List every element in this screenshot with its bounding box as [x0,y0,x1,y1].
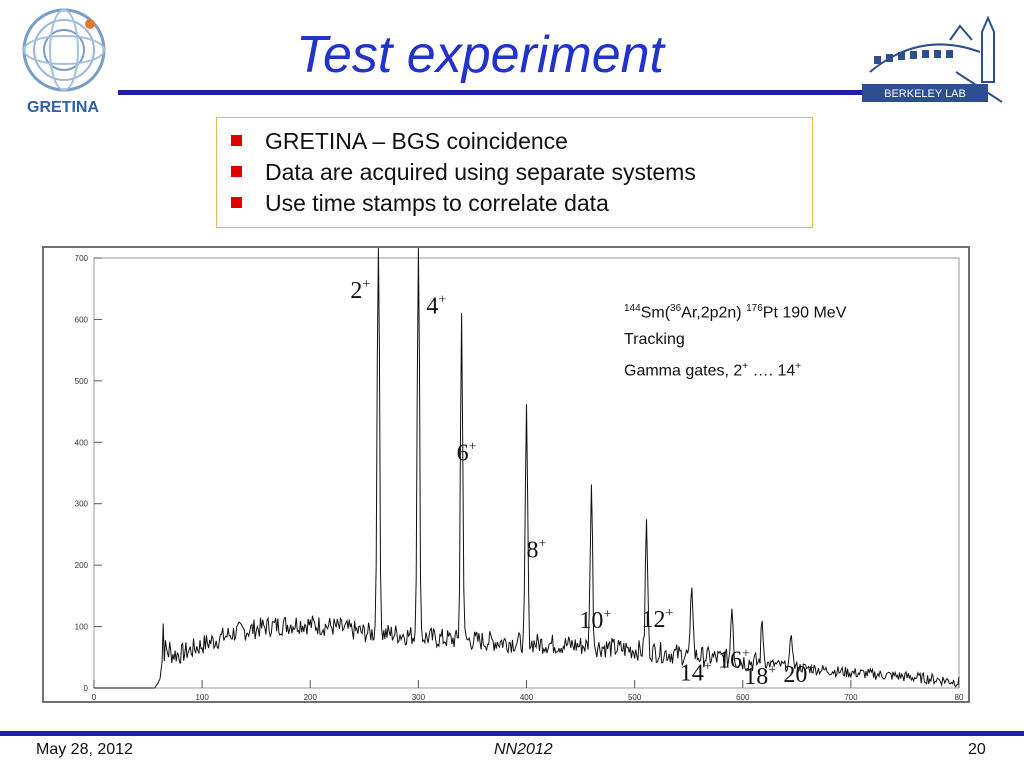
spectrum-line [94,248,960,689]
peak-label-sup: + [768,663,776,678]
peak-label: 4+ [426,292,446,319]
peak-label: 14+ [680,659,712,686]
bullet-text: GRETINA – BGS coincidence [265,128,568,154]
berkeley-lab-logo: BERKELEY LAB [860,12,1010,104]
peak-label-sup: + [539,537,547,552]
peak-label: 2+ [350,277,370,304]
footer-conference: NN2012 [494,741,553,758]
title-divider [118,90,866,95]
y-tick-label: 300 [75,500,89,509]
bullet-marker-icon [231,166,242,177]
spectrum-plot: 0 100 200 300 400 500 600 700 0 100 200 300 400 500 60… [75,248,964,701]
peak-label: 8+ [527,537,547,564]
bullet-marker-icon [231,197,242,208]
bullet-item: Use time stamps to correlate data [231,188,812,219]
peak-label-sup: + [742,647,750,662]
y-tick-label: 500 [75,377,89,386]
y-tick-label: 0 [84,684,89,693]
footer-page-number: 20 [968,741,986,758]
gates-sup: + [795,361,802,373]
y-tick-label: 200 [75,561,89,570]
x-tick-label: 200 [304,693,318,701]
y-tick-label: 600 [75,315,89,324]
peak-label-sup: + [603,607,611,622]
gates-sup: + [742,361,749,373]
y-tick-label: 700 [75,254,89,263]
mass-number-sm: 144 [624,303,641,314]
peak-label: 12+ [642,606,674,633]
reaction-text: Sm( [640,304,671,322]
peak-label: 18+ [744,663,776,690]
peak-label: 6+ [457,439,477,466]
peak-label: 10+ [579,607,611,634]
x-tick-label: 700 [844,693,858,701]
y-tick-label: 400 [75,438,89,447]
x-tick-label: 300 [412,693,426,701]
gates-text: Gamma gates, 2 [624,362,743,380]
x-tick-label: 0 [92,693,97,701]
peak-label-sup: + [666,606,674,621]
reaction-text: Pt 190 MeV [762,304,847,322]
gretina-logo: GRETINA [4,2,122,120]
bullet-text: Data are acquired using separate systems [265,159,696,185]
gretina-logo-text: GRETINA [27,99,99,116]
peak-label-sup: + [704,659,712,674]
peak-label-sup: + [807,661,815,676]
footer-date: May 28, 2012 [36,741,133,758]
x-tick-label: 400 [520,693,534,701]
bullet-marker-icon [231,135,242,146]
peak-label: 20+ [783,661,815,688]
peak-label-sup: + [438,292,446,307]
tracking-line: Tracking [624,331,685,349]
mass-number-pt: 176 [746,303,763,314]
x-tick-label: 500 [628,693,642,701]
x-tick-label: 600 [736,693,750,701]
reaction-line: 144Sm(36Ar,2p2n) 176Pt 190 MeV [624,295,846,326]
x-tick-label: 100 [195,693,209,701]
mass-number-ar: 36 [670,303,682,314]
gates-text: …. 14 [748,362,796,380]
bullet-item: GRETINA – BGS coincidence [231,126,812,157]
reaction-info: 144Sm(36Ar,2p2n) 176Pt 190 MeV Tracking … [624,295,846,385]
peak-label-sup: + [362,277,370,292]
gates-line: Gamma gates, 2+ …. 14+ [624,353,846,384]
x-tick-label: 80 [955,693,964,701]
berkeley-lab-logo-text: BERKELEY LAB [884,88,966,100]
slide-title: Test experiment [295,26,665,84]
peak-label-sup: + [469,439,477,454]
gamma-spectrum-chart: 0 100 200 300 400 500 600 700 0 100 200 300 400 500 60… [42,246,970,703]
reaction-text: Ar,2p2n) [681,304,747,322]
y-tick-label: 100 [75,623,89,632]
bullet-item: Data are acquired using separate systems [231,157,812,188]
bullet-text: Use time stamps to correlate data [265,190,609,216]
bullet-box: GRETINA – BGS coincidence Data are acqui… [216,117,813,228]
footer-divider [0,731,1024,736]
